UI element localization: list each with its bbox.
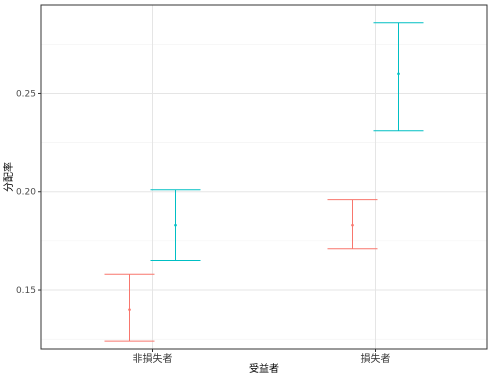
grid: [41, 5, 487, 349]
errorbar: [104, 273, 155, 342]
x-tick-label: 非損失者: [133, 352, 173, 365]
mean-point: [128, 308, 131, 311]
mean-point: [397, 72, 400, 76]
errorbar: [327, 199, 378, 250]
y-axis: 0.15 0.20 0.25: [16, 89, 41, 296]
errorbar: [150, 189, 201, 262]
x-tick-label: 損失者: [361, 352, 391, 365]
errorbar: [373, 22, 424, 132]
y-tick-label: 0.25: [16, 89, 36, 99]
mean-point: [351, 223, 354, 227]
y-tick-label: 0.15: [16, 286, 36, 296]
x-axis-title: 受益者: [249, 362, 279, 374]
y-axis-title: 分配率: [2, 162, 15, 192]
plot-panel-border: [40, 4, 488, 350]
x-axis: 非損失者 損失者: [133, 349, 391, 365]
y-tick-label: 0.20: [16, 188, 36, 198]
error-bars: [104, 22, 424, 342]
mean-point: [174, 223, 177, 227]
